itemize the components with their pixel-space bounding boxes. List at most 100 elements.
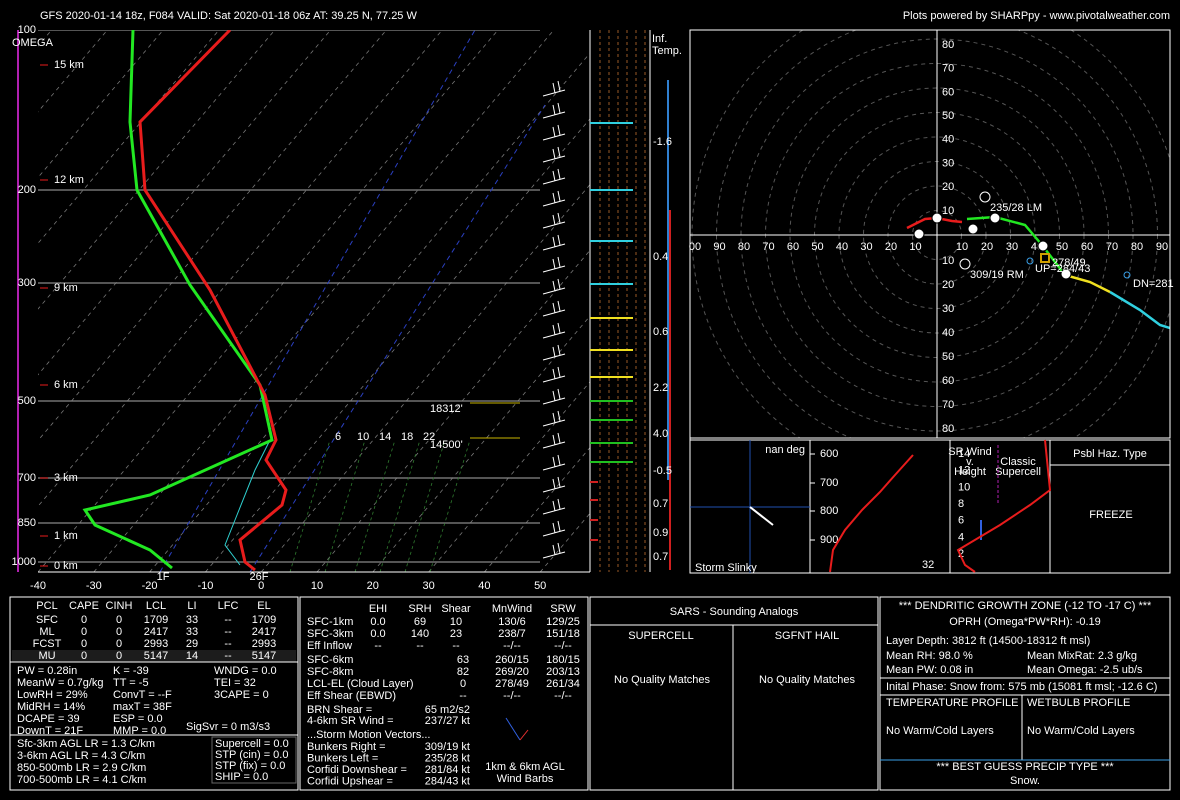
hodograph-ring-label: 60 [787,241,799,253]
parcel-cell: MU [38,650,55,662]
inferred-temp-label: 0.4 [653,251,668,263]
composite-index: STP (fix) = 0.0 [215,760,285,772]
kinematic-cell: 82 [457,666,469,678]
moist-adiabat [159,30,476,572]
wind-barb [542,133,566,141]
hodograph-km-label: 1 [934,213,940,225]
wind-barb-flag [552,280,556,292]
sigsvr-value: SigSvr = 0 m3/s3 [186,721,270,733]
lapse-rate: 700-500mb LR = 4.1 C/km [17,774,146,786]
pressure-label: 1000 [12,556,36,568]
hodograph-km-label: 5 [1040,241,1046,253]
wind-barb [542,221,566,229]
kinematic-cell: 130/6 [498,616,526,628]
kinematic-label: BRN Shear = [307,704,372,716]
hodograph-km-marker [989,212,1001,224]
row-highlight [12,650,296,662]
hodograph-ring-label: 50 [942,110,954,122]
inset-caption: Wind Barbs [497,773,554,785]
parcel-cell: 0 [81,638,87,650]
inset-caption: 1km & 6km AGL [485,761,564,773]
parcel-cell: 33 [186,626,198,638]
sars-result: No Quality Matches [759,674,855,686]
parcel-cell: 2993 [252,638,276,650]
wind-barb [542,419,566,427]
sr-wind-height: 8 [958,498,964,510]
wind-barb [542,199,566,207]
mixing-ratio-line [324,439,366,572]
hodograph-ring-label: 70 [762,241,774,253]
profile-heading: TEMPERATURE PROFILE [886,697,1018,709]
corfidi-marker [1123,271,1131,279]
height-label: 1 km [54,530,78,542]
lapse-rate: 3-6km AGL LR = 4.3 C/km [17,750,145,762]
kinematic-value: 237/27 kt [425,715,470,727]
isotherm [260,183,590,572]
kinematic-cell: 10 [450,616,462,628]
vector-value: 281/84 kt [425,764,470,776]
composite-index: STP (cin) = 0.0 [215,749,288,761]
mixing-ratio-label: 14 [379,431,391,443]
precip-type: Snow. [1010,775,1040,787]
parcel-cell: 0 [81,626,87,638]
wind-barb-flag [557,80,561,92]
mixing-ratio-line [429,439,471,572]
sars-heading: SUPERCELL [628,630,693,642]
slinky-angle: nan deg [765,444,805,456]
kinematic-cell: 269/20 [495,666,529,678]
height-label: 0 km [54,560,78,572]
hodograph-ring-label: 90 [1156,241,1168,253]
wind-barb-flag [557,432,561,444]
kinematic-cell: --/-- [503,640,521,652]
kinematic-value: 65 m2/s2 [425,704,470,716]
wind-barb-flag [552,368,556,380]
wind-barb [542,89,566,97]
height-label: 6 km [54,379,78,391]
wind-barb-flag [552,500,556,512]
sr-wind-title: SR Wind [948,446,991,458]
index-value: ESP = 0.0 [113,713,163,725]
pressure-label: 500 [18,395,36,407]
index-value: 3CAPE = 0 [214,689,269,701]
theta-e-profile [829,454,914,573]
wind-barb-flag [552,126,556,138]
sr-wind-note: Classic [1000,456,1036,468]
parcel-cell: 0 [116,650,122,662]
height-label: 12 km [54,174,84,186]
downshear-label: DN=281 [1133,278,1174,290]
kinematic-cell: 129/25 [546,616,580,628]
height-label: 3 km [54,472,78,484]
index-value: LowRH = 29% [17,689,88,701]
wind-barb-flag [557,212,561,224]
right-mover-label: 309/19 RM [970,269,1024,281]
parcel-panel [9,596,299,791]
isotherm [38,30,443,507]
theta-e-corner: 32 [922,559,934,571]
wind-barb [542,331,566,339]
hodograph-ring-label: 20 [942,279,954,291]
parcel-column-header: LI [187,600,196,612]
kinematic-cell: -- [452,640,460,652]
precip-title: *** BEST GUESS PRECIP TYPE *** [936,761,1114,773]
index-value: WNDG = 0.0 [214,665,277,677]
wind-barb [542,529,566,537]
hodograph-ring-label: 60 [942,375,954,387]
hodograph-ring-label: 80 [738,241,750,253]
index-value: MeanW = 0.7g/kg [17,677,104,689]
wind-barb [542,441,566,449]
wind-barb-flag [552,82,556,94]
wind-barb-flag [552,434,556,446]
parcel-cell: 14 [186,650,198,662]
inferred-temp-label: 2.2 [653,382,668,394]
composite-box [211,736,297,784]
wind-barb-flag [557,278,561,290]
sars-title: SARS - Sounding Analogs [670,606,799,618]
hodograph-km-label: 0 [916,229,922,241]
kinematic-cell: 238/7 [498,628,526,640]
kinematic-cell: -- [374,640,382,652]
temperature-label: 50 [534,580,546,592]
kinematic-cell: 0 [460,678,466,690]
parcel-cell: -- [224,614,232,626]
hodograph-ring-label: 60 [1081,241,1093,253]
